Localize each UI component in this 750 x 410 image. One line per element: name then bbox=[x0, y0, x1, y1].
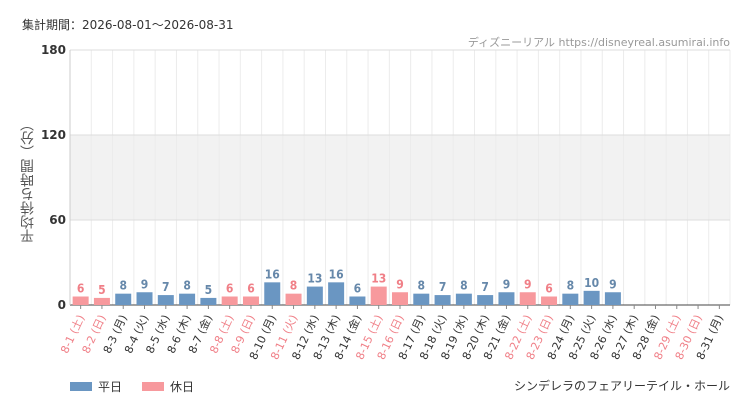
bar-value-label: 7 bbox=[481, 280, 489, 294]
period-label: 集計期間：2026-08-01～2026-08-31 bbox=[22, 18, 234, 32]
bar bbox=[157, 295, 174, 305]
bar bbox=[221, 296, 238, 305]
bar bbox=[242, 296, 259, 305]
bar-value-label: 8 bbox=[290, 279, 298, 293]
bar bbox=[519, 292, 536, 305]
bar-value-label: 6 bbox=[354, 282, 362, 296]
legend-swatch-holiday bbox=[142, 382, 165, 391]
bar-value-label: 9 bbox=[524, 277, 532, 291]
bar-value-label: 6 bbox=[226, 282, 234, 296]
bar bbox=[179, 293, 196, 305]
legend: 平日 休日 bbox=[70, 378, 214, 395]
bar-value-label: 5 bbox=[98, 283, 106, 297]
grid-band bbox=[70, 135, 730, 220]
bar-value-label: 9 bbox=[503, 277, 511, 291]
bar-value-label: 5 bbox=[205, 283, 213, 297]
bar bbox=[562, 293, 579, 305]
bar bbox=[541, 296, 558, 305]
bar-value-label: 9 bbox=[141, 277, 149, 291]
bar-value-label: 13 bbox=[371, 272, 386, 286]
bar-value-label: 7 bbox=[439, 280, 447, 294]
y-tick-label: 60 bbox=[49, 213, 66, 227]
bar-value-label: 6 bbox=[545, 282, 553, 296]
bar bbox=[455, 293, 472, 305]
legend-label-weekday: 平日 bbox=[98, 380, 123, 394]
bar bbox=[285, 293, 302, 305]
site-credit: ディズニーリアル https://disneyreal.asumirai.inf… bbox=[467, 36, 730, 49]
legend-item-holiday: 休日 bbox=[142, 378, 194, 395]
bar-value-label: 8 bbox=[460, 279, 468, 293]
bar bbox=[72, 296, 89, 305]
bar bbox=[413, 293, 430, 305]
bar-value-label: 10 bbox=[584, 276, 599, 290]
bar-value-label: 6 bbox=[77, 282, 85, 296]
bar bbox=[115, 293, 132, 305]
bar bbox=[477, 295, 494, 305]
y-tick-label: 120 bbox=[41, 128, 66, 142]
bar-value-label: 16 bbox=[265, 267, 280, 281]
bar bbox=[93, 297, 110, 305]
bar bbox=[434, 295, 451, 305]
bar bbox=[136, 292, 153, 305]
bar-value-label: 13 bbox=[307, 272, 322, 286]
bar-value-label: 9 bbox=[396, 277, 404, 291]
bar-value-label: 6 bbox=[247, 282, 255, 296]
legend-swatch-weekday bbox=[70, 382, 92, 391]
bar-value-label: 8 bbox=[567, 279, 575, 293]
legend-item-weekday: 平日 bbox=[70, 378, 122, 395]
bar bbox=[200, 297, 217, 305]
bar bbox=[306, 286, 323, 305]
bar-value-label: 16 bbox=[329, 267, 344, 281]
bar bbox=[328, 282, 345, 305]
bar bbox=[604, 292, 621, 305]
y-tick-label: 180 bbox=[41, 43, 66, 57]
attraction-name: シンデレラのフェアリーテイル・ホール bbox=[513, 379, 730, 393]
bar-value-label: 7 bbox=[162, 280, 170, 294]
bar bbox=[370, 286, 387, 305]
bar bbox=[583, 290, 600, 305]
bar bbox=[264, 282, 281, 305]
bar-value-label: 8 bbox=[183, 279, 191, 293]
bar bbox=[392, 292, 408, 305]
bar bbox=[349, 296, 366, 305]
y-tick-label: 0 bbox=[58, 298, 66, 312]
bar-value-label: 8 bbox=[119, 279, 127, 293]
bar-value-label: 9 bbox=[609, 277, 617, 291]
bar bbox=[498, 292, 515, 305]
legend-label-holiday: 休日 bbox=[170, 380, 195, 394]
bar-value-label: 8 bbox=[418, 279, 426, 293]
